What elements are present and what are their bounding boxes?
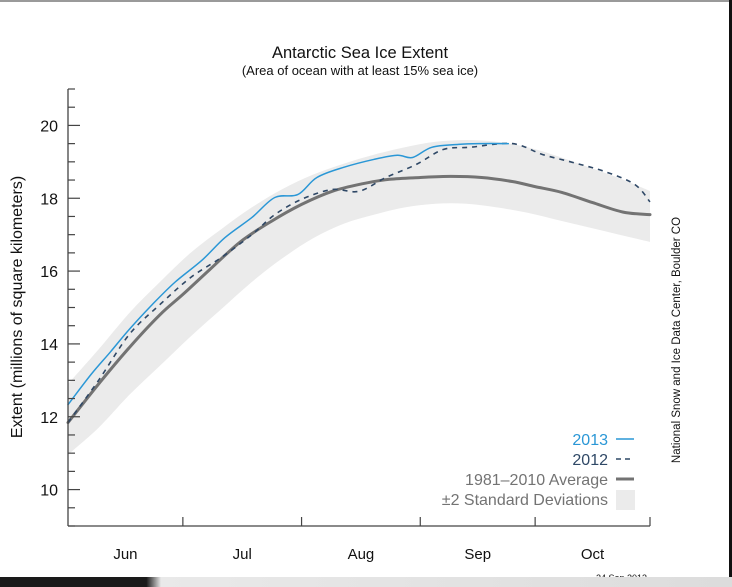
series-line-2013 bbox=[67, 142, 510, 406]
x-month-label: Jul bbox=[233, 546, 252, 563]
y-axis-label: Extent (millions of square kilometers) bbox=[9, 176, 26, 438]
legend-label-std: ±2 Standard Deviations bbox=[442, 492, 608, 509]
y-tick-label: 10 bbox=[40, 483, 58, 500]
window-top-edge bbox=[0, 0, 732, 2]
chart-title: Antarctic Sea Ice Extent bbox=[272, 44, 449, 62]
series-line-average bbox=[66, 174, 652, 425]
y-tick-label: 20 bbox=[40, 118, 58, 135]
y-ticks: 10 12 14 16 18 20 bbox=[40, 88, 80, 527]
window-right-edge bbox=[729, 0, 732, 587]
chart-subtitle: (Area of ocean with at least 15% sea ice… bbox=[242, 63, 478, 78]
credit-text: National Snow and Ice Data Center, Bould… bbox=[671, 217, 683, 463]
legend-marker-std bbox=[616, 490, 635, 510]
legend-item-2013: 2013 bbox=[572, 432, 634, 449]
y-tick-label: 12 bbox=[40, 410, 58, 427]
legend: 2013 2012 1981–2010 Average ±2 Standard … bbox=[442, 432, 635, 510]
x-ticks: Jun Jul Aug Sep Oct bbox=[113, 517, 651, 563]
legend-label-2013: 2013 bbox=[572, 432, 608, 449]
legend-item-average: 1981–2010 Average bbox=[465, 472, 634, 489]
x-month-label: Sep bbox=[464, 546, 491, 563]
series-line-2012 bbox=[67, 142, 651, 424]
x-month-label: Oct bbox=[581, 546, 605, 563]
legend-item-2012: 2012 bbox=[572, 452, 634, 469]
legend-label-2012: 2012 bbox=[572, 452, 608, 469]
std-band-layer bbox=[68, 140, 650, 455]
y-tick-label: 18 bbox=[40, 191, 58, 208]
series-layer bbox=[66, 142, 652, 425]
window-bottom-strip bbox=[0, 577, 732, 587]
x-month-label: Jun bbox=[113, 546, 137, 563]
x-month-label: Aug bbox=[348, 546, 375, 563]
std-deviation-band bbox=[68, 140, 650, 455]
legend-item-std: ±2 Standard Deviations bbox=[442, 490, 635, 510]
legend-label-average: 1981–2010 Average bbox=[465, 472, 608, 489]
y-tick-label: 14 bbox=[40, 337, 58, 354]
y-tick-label: 16 bbox=[40, 264, 58, 281]
